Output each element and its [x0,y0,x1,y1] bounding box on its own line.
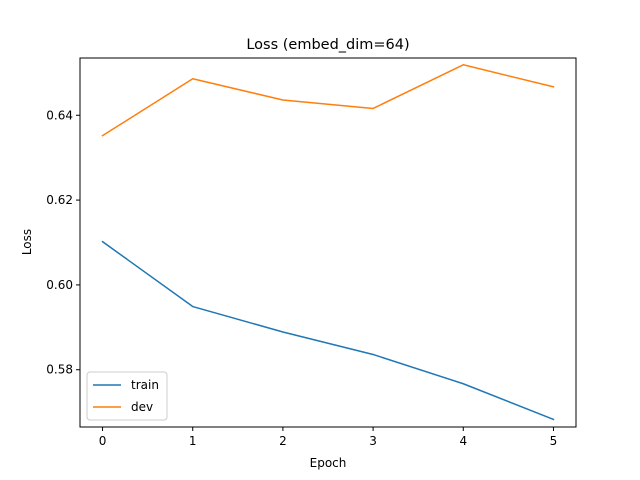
y-tick-label: 0.62 [46,193,73,207]
series-line-dev [101,64,555,137]
y-tick-label: 0.58 [46,363,73,377]
y-tick-label: 0.60 [46,278,73,292]
legend-label-dev: dev [131,400,153,414]
chart-title: Loss (embed_dim=64) [246,37,409,53]
x-tick-label: 0 [99,434,107,448]
x-axis-label: Epoch [310,456,347,470]
plot-frame [79,57,577,428]
x-tick-label: 3 [369,434,377,448]
x-axis: 0 1 2 3 4 5 [99,427,558,448]
legend-box [86,371,168,421]
y-tick-label: 0.64 [46,108,73,122]
x-tick-label: 2 [279,434,287,448]
plot-area [79,57,577,428]
legend: train dev [86,371,168,421]
y-axis: 0.58 0.60 0.62 0.64 [46,108,80,377]
series-layer [101,64,555,421]
x-tick-label: 1 [189,434,197,448]
x-tick-label: 5 [550,434,558,448]
series-line-train [101,240,555,421]
x-tick-label: 4 [459,434,467,448]
legend-label-train: train [131,378,159,392]
y-axis-label: Loss [20,229,34,255]
